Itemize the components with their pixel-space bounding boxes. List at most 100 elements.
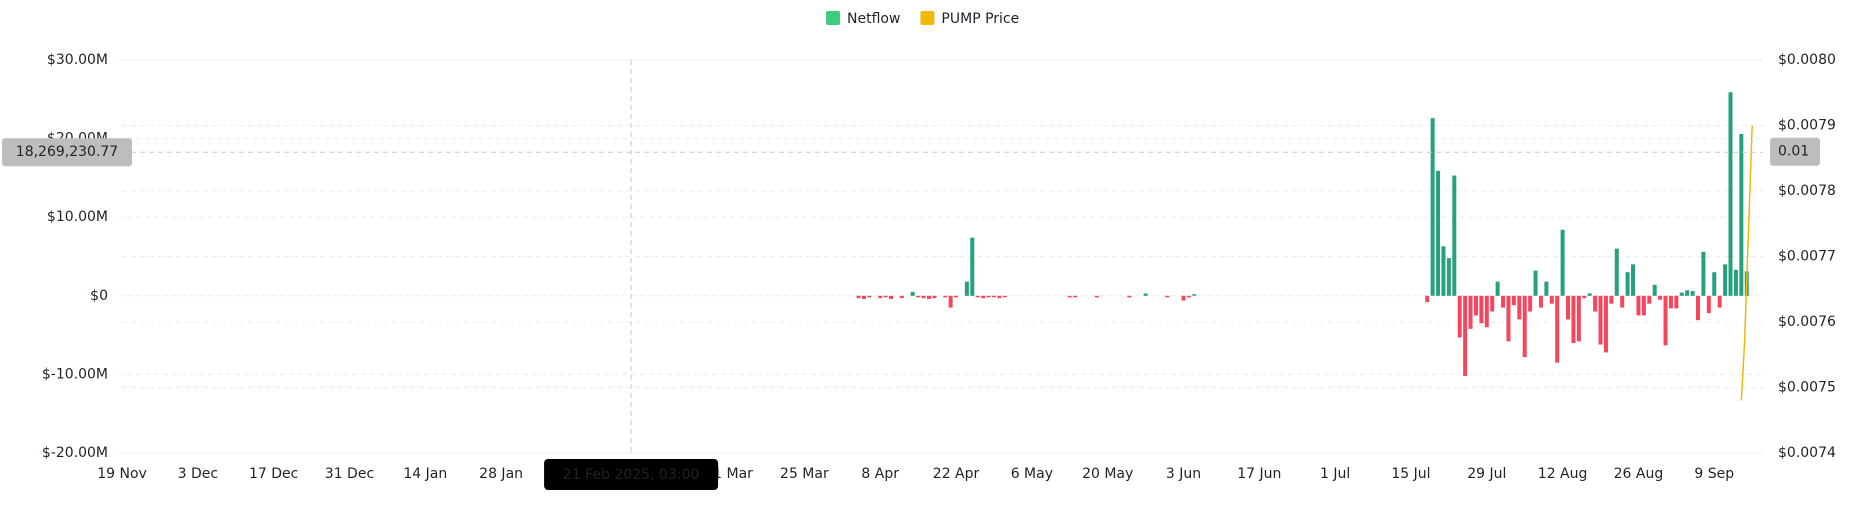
y2-tick-label: $0.0074 — [1778, 445, 1836, 461]
bar — [1495, 281, 1500, 296]
bar — [943, 295, 948, 298]
bar — [1690, 291, 1695, 296]
bar — [1430, 118, 1435, 296]
bar — [986, 295, 991, 298]
bar — [1473, 295, 1478, 316]
bar — [1186, 295, 1191, 298]
bar — [1441, 246, 1446, 296]
x-tick-label: 20 May — [1082, 466, 1133, 482]
y2-tick-label: $0.0080 — [1778, 52, 1836, 68]
bar — [1706, 295, 1711, 314]
bar — [1094, 295, 1099, 298]
bar — [1636, 295, 1641, 316]
bar — [1641, 295, 1646, 316]
bar — [1658, 295, 1663, 300]
bar — [1603, 295, 1608, 353]
bar — [1555, 295, 1560, 363]
x-tick-label: 31 Dec — [325, 466, 374, 482]
bar — [1576, 295, 1581, 342]
legend-swatch — [920, 11, 935, 25]
bar — [1647, 295, 1652, 304]
price-line — [1740, 125, 1753, 401]
bar — [948, 295, 953, 308]
bar — [1652, 284, 1657, 296]
x-tick-label: 29 Jul — [1467, 466, 1506, 482]
x-tick-label: 17 Jun — [1237, 466, 1281, 482]
bar — [883, 295, 888, 298]
bar — [1506, 295, 1511, 342]
bar — [1501, 295, 1506, 308]
bar — [910, 291, 915, 296]
bar — [1127, 295, 1132, 298]
bar — [1165, 295, 1170, 298]
bar — [878, 295, 883, 299]
bar — [867, 295, 872, 298]
bar — [1674, 295, 1679, 309]
x-tick-label: 14 Jan — [403, 466, 447, 482]
bar — [975, 295, 980, 298]
bar — [1538, 295, 1543, 308]
bar — [1593, 295, 1598, 312]
x-tick-label: 3 Jun — [1166, 466, 1201, 482]
bar — [1620, 295, 1625, 308]
bar — [1549, 295, 1554, 304]
bar — [1582, 295, 1587, 299]
bar — [1663, 295, 1668, 346]
x-tick-label: 22 Apr — [933, 466, 980, 482]
bar — [1685, 290, 1690, 296]
bar — [1712, 272, 1717, 296]
bar — [1728, 92, 1733, 296]
bar — [1457, 295, 1462, 338]
bar — [1425, 295, 1430, 303]
bar — [1587, 293, 1592, 296]
bar — [1484, 295, 1489, 328]
bar — [1436, 170, 1441, 296]
crosshair-y-label: 18,269,230.77 — [2, 138, 132, 167]
bar — [1739, 133, 1744, 296]
crosshair-x-label: 21 Feb 2025, 03:00 — [544, 459, 719, 490]
bar — [1490, 295, 1495, 312]
y2-tick-label: $0.0079 — [1778, 118, 1836, 134]
x-tick-label: 25 Mar — [780, 466, 829, 482]
bar — [1631, 264, 1636, 296]
legend-swatch — [826, 11, 840, 25]
bar — [1452, 175, 1457, 296]
y-tick-label: $10.00M — [47, 209, 108, 225]
bar — [1463, 295, 1468, 376]
x-tick-label: 19 Nov — [97, 466, 147, 482]
x-tick-label: 1 Jul — [1320, 466, 1350, 482]
bar — [889, 295, 894, 299]
bar — [921, 295, 926, 299]
label-text: 18,269,230.77 — [16, 144, 118, 160]
bar — [1143, 293, 1148, 296]
x-tick-label: 12 Aug — [1538, 466, 1588, 482]
y-tick-label: $-20.00M — [42, 445, 108, 461]
bar — [1522, 295, 1527, 358]
bar — [1192, 294, 1197, 296]
bar — [1668, 295, 1673, 309]
bar — [1517, 295, 1522, 320]
bar — [1468, 295, 1473, 329]
y-tick-label: $30.00M — [47, 52, 108, 68]
bar — [964, 281, 969, 296]
bar — [926, 295, 931, 299]
y2-tick-label: $0.0076 — [1778, 314, 1836, 330]
bar — [1446, 258, 1451, 296]
bar — [1067, 295, 1072, 298]
bar — [991, 295, 996, 298]
label-box — [544, 459, 719, 490]
bar — [970, 237, 975, 296]
bar — [981, 295, 986, 299]
legend-label: PUMP Price — [941, 11, 1019, 27]
label-text: 21 Feb 2025, 03:00 — [563, 467, 699, 483]
y-tick-label: $-10.00M — [42, 366, 108, 382]
y2-tick-label: $0.0075 — [1778, 380, 1836, 396]
bar — [1560, 229, 1565, 296]
bar — [1723, 264, 1728, 296]
bar — [1625, 272, 1630, 296]
bar — [1679, 292, 1684, 296]
bar — [1701, 251, 1706, 296]
x-tick-label: 28 Jan — [479, 466, 523, 482]
y2-tick-label: $0.0078 — [1778, 183, 1836, 199]
